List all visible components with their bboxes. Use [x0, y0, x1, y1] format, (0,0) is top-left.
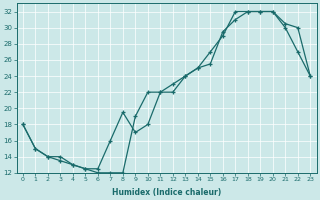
- X-axis label: Humidex (Indice chaleur): Humidex (Indice chaleur): [112, 188, 221, 197]
